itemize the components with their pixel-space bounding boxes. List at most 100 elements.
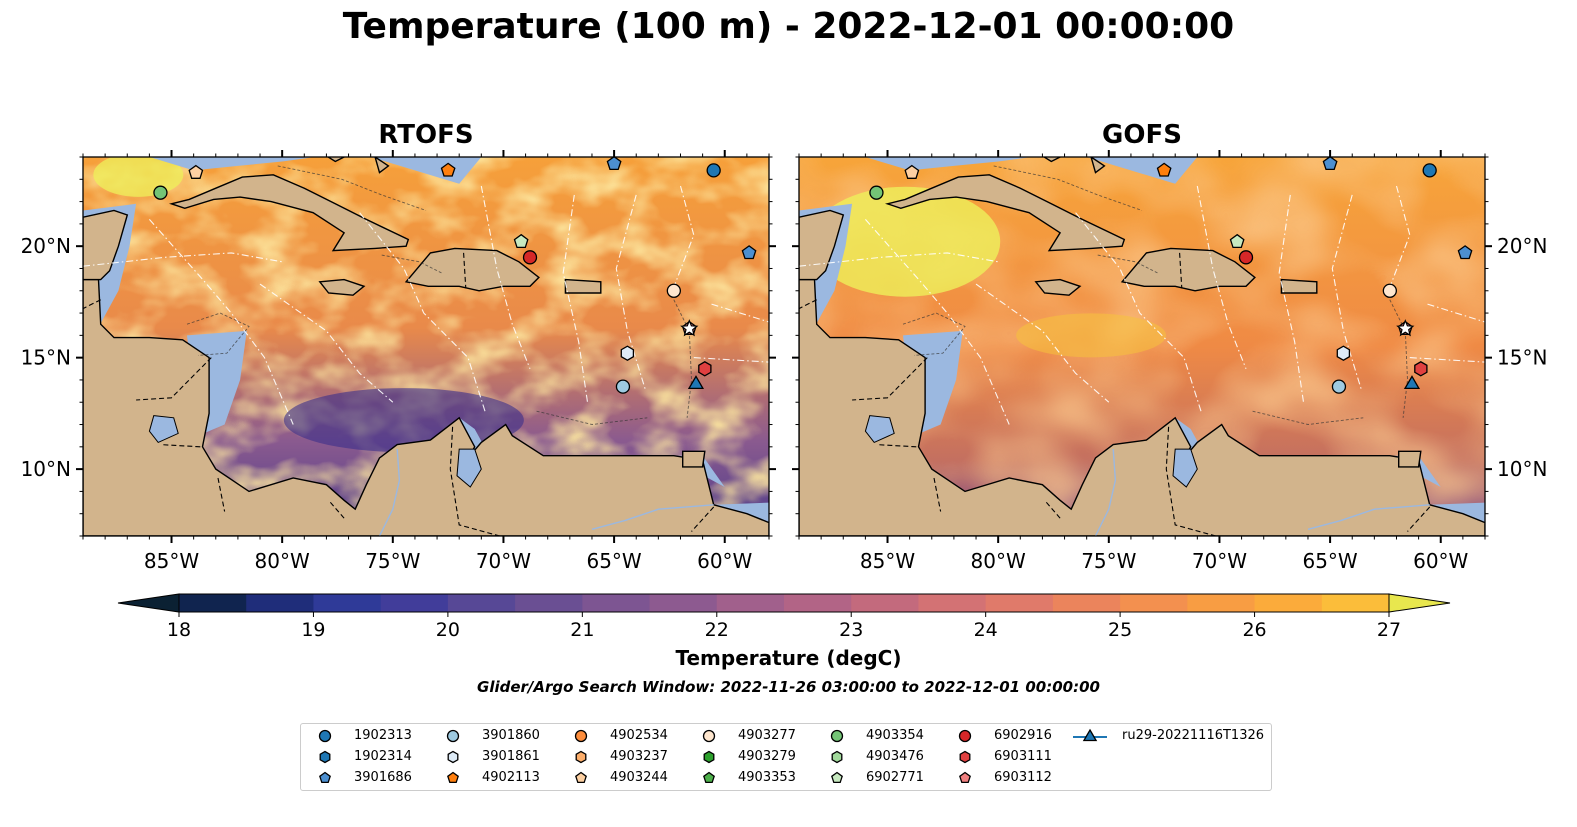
eez-line xyxy=(671,185,695,294)
legend-symbol xyxy=(447,750,459,764)
trinidad-land xyxy=(682,450,706,468)
bathymetry-contour xyxy=(1389,299,1408,418)
eez-line xyxy=(799,252,999,267)
x-tick-label: 65°W xyxy=(1302,549,1357,573)
float-marker-1902313 xyxy=(1422,163,1437,178)
legend-label: 4903277 xyxy=(738,728,796,743)
colorbar-segment xyxy=(582,594,651,612)
river xyxy=(591,504,714,530)
gofs-map-panel: 85°W 80°W 75°W 70°W 65°W 60°W 10°N 15°N 20°N xyxy=(792,150,1547,573)
star-marker xyxy=(1396,319,1415,337)
legend-label: 4903476 xyxy=(866,749,924,764)
eez-line xyxy=(1427,303,1485,323)
legend-marker xyxy=(831,750,843,764)
colorbar-segment xyxy=(1254,594,1323,612)
legend-symbol xyxy=(959,750,971,764)
colorbar-tick-label: 25 xyxy=(1108,619,1132,641)
legend-symbol xyxy=(1082,728,1098,742)
legend-marker xyxy=(1073,728,1107,742)
eez-line xyxy=(975,283,1110,403)
colorbar-segment xyxy=(447,594,516,612)
y-tick-label: 15°N xyxy=(21,346,71,370)
colorbar-extend-low xyxy=(117,593,180,613)
legend-symbol xyxy=(446,729,460,743)
legend-label: 4903244 xyxy=(610,770,668,785)
legend-symbol xyxy=(447,771,459,784)
legend-symbol xyxy=(702,729,716,743)
colorbar-segment xyxy=(851,594,919,612)
bathymetry-contour xyxy=(673,299,692,418)
glider-marker xyxy=(1403,375,1421,390)
hispaniola-land xyxy=(1120,247,1256,292)
eez-line xyxy=(1196,185,1247,370)
lake xyxy=(864,415,895,444)
bahamasA-land xyxy=(1042,157,1062,163)
colorbar-tick-label: 18 xyxy=(167,619,191,641)
jamaica-land xyxy=(1034,278,1082,296)
legend-symbol xyxy=(830,729,844,743)
colorbar-segment xyxy=(380,594,449,612)
shelf-area xyxy=(799,157,1198,184)
float-marker-3901686 xyxy=(1322,155,1338,171)
warm-water-patch xyxy=(810,186,1001,297)
x-tick-label: 75°W xyxy=(365,549,420,573)
bathymetry-contour xyxy=(1252,410,1364,425)
colorbar-segment xyxy=(1052,594,1121,612)
legend-marker xyxy=(318,729,332,743)
legend-symbol xyxy=(319,771,331,784)
cuba-land xyxy=(169,174,410,252)
colorbar-segment xyxy=(179,594,247,612)
float-marker-3901861 xyxy=(620,345,635,361)
float-marker-6902771 xyxy=(1229,233,1245,249)
border-line xyxy=(463,252,467,289)
colorbar-tick-label: 26 xyxy=(1242,619,1266,641)
eez-line xyxy=(259,283,394,403)
colorbar-segment xyxy=(1120,594,1188,612)
hispaniola-land xyxy=(404,247,540,292)
river xyxy=(1307,504,1430,530)
legend-label: ru29-20221116T1326 xyxy=(1122,728,1265,743)
legend-label: 6902771 xyxy=(866,770,924,785)
colorbar-segment xyxy=(246,594,314,612)
legend-label: 1902313 xyxy=(354,728,412,743)
legend-symbol xyxy=(831,771,843,784)
float-marker-3901686 xyxy=(741,245,757,260)
lake xyxy=(148,415,179,444)
legend-symbol xyxy=(831,750,843,764)
eez-line xyxy=(1075,212,1203,414)
eez-line xyxy=(711,303,769,323)
legend-symbol xyxy=(959,771,971,784)
float-marker-4902113 xyxy=(440,162,456,177)
float-marker-6903111 xyxy=(1414,361,1428,377)
central-land xyxy=(83,278,769,536)
float-marker-3901686 xyxy=(606,155,622,171)
legend-label: 6903112 xyxy=(994,770,1052,785)
colorbar-frame xyxy=(178,593,1390,613)
legend-symbol xyxy=(575,771,587,784)
float-marker-4903354 xyxy=(153,185,168,200)
eez-line xyxy=(562,194,589,403)
border-line xyxy=(799,299,817,310)
rtofs-map-panel: 85°W 80°W 75°W 70°W 65°W 60°W 10°N 15°N 20°N xyxy=(21,150,776,573)
float-marker-4903277 xyxy=(666,283,681,298)
eez-line xyxy=(1331,194,1362,390)
glider-marker xyxy=(687,375,705,390)
rtofs-panel-title: RTOFS xyxy=(378,120,474,150)
x-tick-label: 60°W xyxy=(697,549,752,573)
bathymetry-contour xyxy=(381,254,442,274)
eez-line xyxy=(359,212,487,414)
border-line xyxy=(328,499,345,519)
colorbar-segment xyxy=(784,594,852,612)
eez-line xyxy=(480,185,531,370)
legend-marker xyxy=(702,729,716,743)
border-line xyxy=(691,506,715,532)
border-line xyxy=(83,299,101,310)
border-line xyxy=(160,444,201,448)
colorbar-segment xyxy=(1187,594,1256,612)
border-line xyxy=(1407,506,1431,532)
colorbar-segment xyxy=(716,594,785,612)
legend-marker xyxy=(319,750,331,764)
legend-label: 3901860 xyxy=(482,728,540,743)
x-tick-label: 65°W xyxy=(586,549,641,573)
